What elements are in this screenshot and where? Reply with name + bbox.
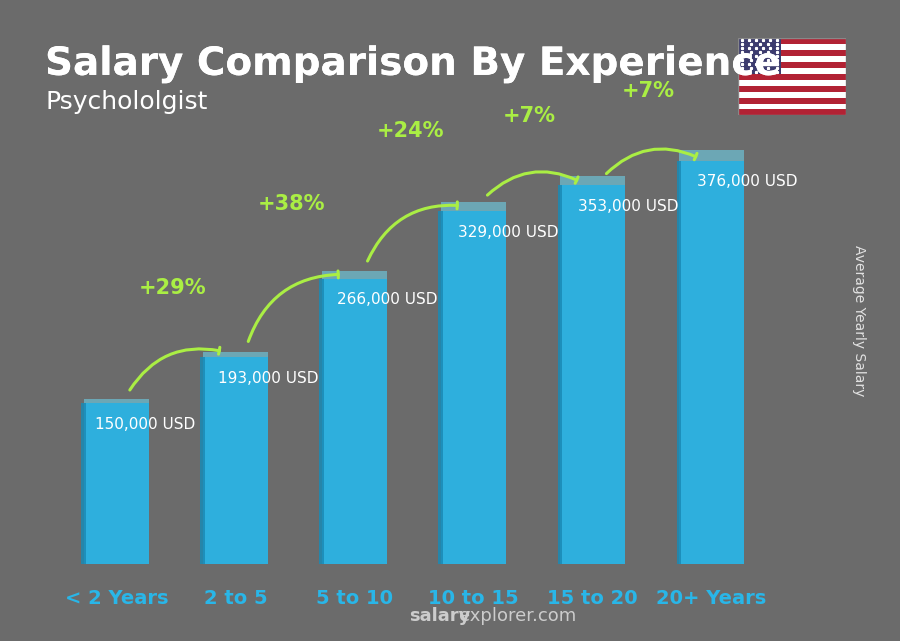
Text: +38%: +38% — [257, 194, 325, 214]
Text: Average Yearly Salary: Average Yearly Salary — [852, 245, 867, 396]
Text: 2 to 5: 2 to 5 — [203, 590, 267, 608]
Bar — [738, 56, 846, 62]
Bar — [201, 357, 205, 564]
Bar — [738, 74, 846, 80]
Bar — [441, 202, 507, 211]
Bar — [202, 352, 268, 357]
Bar — [738, 50, 846, 56]
Text: 376,000 USD: 376,000 USD — [698, 174, 797, 189]
Bar — [560, 176, 625, 185]
Bar — [320, 279, 324, 564]
Text: +7%: +7% — [503, 106, 556, 126]
Text: 15 to 20: 15 to 20 — [547, 590, 638, 608]
Text: < 2 Years: < 2 Years — [65, 590, 168, 608]
Text: 5 to 10: 5 to 10 — [316, 590, 393, 608]
Text: 150,000 USD: 150,000 USD — [95, 417, 195, 432]
Bar — [84, 399, 149, 403]
Text: +7%: +7% — [622, 81, 675, 101]
Bar — [738, 44, 846, 50]
Bar — [738, 38, 781, 74]
Bar — [679, 151, 744, 160]
Text: explorer.com: explorer.com — [459, 607, 576, 625]
Bar — [81, 403, 86, 564]
Bar — [738, 104, 846, 110]
Bar — [677, 160, 681, 564]
Text: salary: salary — [410, 607, 471, 625]
Text: +29%: +29% — [139, 278, 206, 298]
Text: 20+ Years: 20+ Years — [656, 590, 767, 608]
Bar — [738, 38, 846, 44]
Bar — [202, 357, 268, 564]
Bar — [322, 271, 387, 279]
Text: salaryexplorer.com: salaryexplorer.com — [0, 640, 1, 641]
Bar — [84, 403, 149, 564]
Bar — [738, 97, 846, 104]
Bar — [679, 160, 744, 564]
Bar — [738, 92, 846, 97]
Text: Psychololgist: Psychololgist — [45, 90, 207, 113]
Bar — [557, 185, 562, 564]
Text: 10 to 15: 10 to 15 — [428, 590, 518, 608]
Bar — [738, 68, 846, 74]
Text: +24%: +24% — [377, 121, 445, 141]
Bar — [560, 185, 625, 564]
Bar — [738, 62, 846, 68]
Text: Salary Comparison By Experience: Salary Comparison By Experience — [45, 45, 779, 83]
Bar — [738, 80, 846, 86]
Bar — [438, 211, 443, 564]
Bar — [441, 211, 507, 564]
Bar — [738, 86, 846, 92]
Text: 353,000 USD: 353,000 USD — [579, 199, 679, 214]
Bar — [738, 110, 846, 115]
Text: 266,000 USD: 266,000 USD — [337, 292, 437, 308]
Bar — [322, 279, 387, 564]
Text: 193,000 USD: 193,000 USD — [218, 370, 318, 386]
Text: 329,000 USD: 329,000 USD — [458, 225, 559, 240]
